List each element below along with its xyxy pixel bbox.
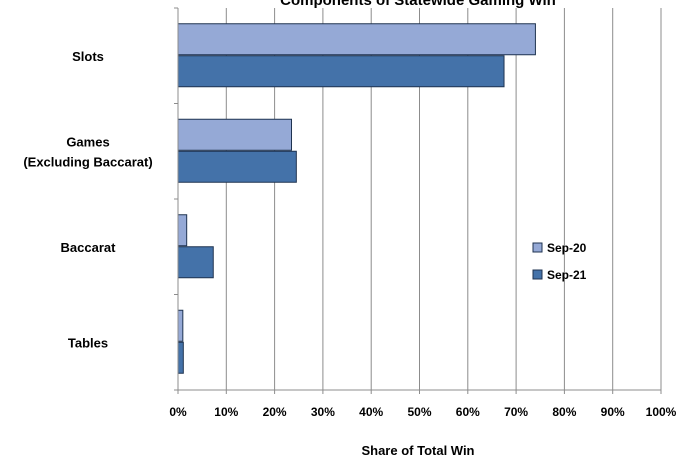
bar-sep-21-0 xyxy=(177,55,505,88)
axes xyxy=(174,7,662,394)
x-axis-label: Share of Total Win xyxy=(361,443,474,458)
x-tick-label-8: 80% xyxy=(552,405,576,419)
bar-sep-20-0 xyxy=(177,23,536,56)
x-tick-label-9: 90% xyxy=(601,405,625,419)
bars xyxy=(177,23,536,374)
category-label-1-0: Games xyxy=(66,134,109,149)
x-tick-label-2: 20% xyxy=(263,405,287,419)
x-tick-label-0: 0% xyxy=(169,405,187,419)
chart-title: Components of Statewide Gaming Win xyxy=(280,0,556,9)
bar-sep-20-2 xyxy=(177,214,188,247)
x-tick-label-6: 60% xyxy=(456,405,480,419)
bar-sep-21-2 xyxy=(177,246,214,279)
legend-label-1: Sep-21 xyxy=(547,268,587,282)
bar-sep-21-3 xyxy=(177,341,184,374)
category-label-0-0: Slots xyxy=(72,49,104,64)
x-tick-label-5: 50% xyxy=(407,405,431,419)
category-label-2-0: Baccarat xyxy=(61,240,117,255)
legend: Sep-20 Sep-21 xyxy=(532,241,587,282)
bar-sep-21-1 xyxy=(177,150,297,183)
category-label-1-1: (Excluding Baccarat) xyxy=(23,154,152,169)
bar-sep-20-3 xyxy=(177,309,184,342)
legend-swatch-0 xyxy=(532,242,543,253)
category-labels: Slots Games (Excluding Baccarat) Baccarat Ta… xyxy=(23,49,152,351)
category-label-3-0: Tables xyxy=(68,335,108,350)
x-tick-label-3: 30% xyxy=(311,405,335,419)
x-tick-label-4: 40% xyxy=(359,405,383,419)
x-tick-label-10: 100% xyxy=(646,405,677,419)
x-tick-label-1: 10% xyxy=(214,405,238,419)
bar-sep-20-1 xyxy=(177,118,293,151)
x-tick-labels: 0% 10% 20% 30% 40% 50% 60% 70% 80% 90% 100% xyxy=(169,405,676,419)
legend-swatch-1 xyxy=(532,269,543,280)
x-tick-label-7: 70% xyxy=(504,405,528,419)
legend-label-0: Sep-20 xyxy=(547,241,587,255)
